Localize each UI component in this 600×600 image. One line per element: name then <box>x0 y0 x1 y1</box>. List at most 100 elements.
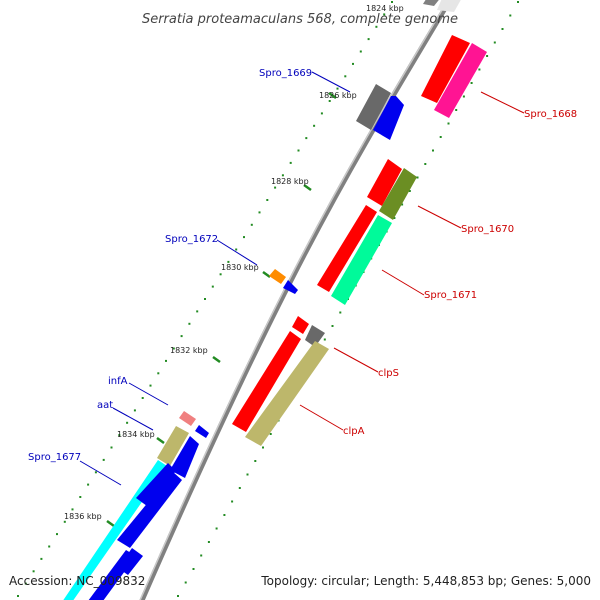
gc-dot <box>336 87 339 90</box>
gene-arrow[interactable] <box>317 205 377 292</box>
gc-dot <box>297 149 300 152</box>
gene-label-clpa[interactable]: clpA <box>343 426 365 437</box>
gc-dot <box>517 1 519 3</box>
gc-dot <box>227 260 230 263</box>
gc-dot <box>118 434 121 437</box>
reverse-strand-features <box>63 0 463 600</box>
gc-dot <box>258 211 261 214</box>
tick-label: 1836 kbp <box>64 512 102 521</box>
gene-arrow[interactable] <box>292 316 309 334</box>
gene-arrow[interactable] <box>245 341 329 446</box>
gc-dot <box>344 75 347 78</box>
gc-dot <box>211 285 214 288</box>
gc-dot <box>447 122 450 125</box>
gc-dot <box>470 82 473 84</box>
gc-dot <box>188 322 191 325</box>
gc-dot <box>180 335 183 338</box>
gc-dot <box>235 248 238 251</box>
gene-arrow[interactable] <box>331 215 392 305</box>
gc-dot <box>313 124 316 127</box>
genome-backbone-highlight <box>139 0 449 600</box>
gc-dot <box>478 68 481 71</box>
gc-dot <box>328 100 331 102</box>
gc-dot <box>323 338 326 341</box>
map-title: Serratia proteamaculans 568, complete ge… <box>142 12 458 27</box>
gc-dot <box>246 473 249 476</box>
gene-arrow[interactable] <box>305 325 325 347</box>
gene-arrow[interactable] <box>170 436 199 478</box>
gene-arrow[interactable] <box>269 269 286 284</box>
gc-dot <box>196 310 199 313</box>
gc-dot <box>207 541 210 543</box>
gc-dot <box>455 109 458 111</box>
gc-dot <box>17 595 19 597</box>
gene-label-spro-1671[interactable]: Spro_1671 <box>424 290 477 301</box>
gc-dot <box>243 236 245 239</box>
gc-dot <box>94 471 97 474</box>
gc-dot <box>266 199 269 201</box>
gc-dot <box>172 347 175 350</box>
gc-dot <box>509 14 512 17</box>
gc-dot <box>200 554 203 557</box>
gene-arrow[interactable] <box>356 84 391 130</box>
tick-label: 1834 kbp <box>117 430 155 439</box>
gc-dot <box>281 174 284 177</box>
gc-dot <box>177 595 179 597</box>
accession-text: Accession: NC_009832 <box>9 574 146 588</box>
gc-dot <box>48 545 51 548</box>
gene-arrow[interactable] <box>136 463 176 506</box>
gc-dot <box>424 163 427 165</box>
gene-arrow[interactable] <box>195 425 209 438</box>
gc-dot <box>289 161 292 164</box>
gc-dot <box>383 13 386 16</box>
gene-label-spro-1669[interactable]: Spro_1669 <box>259 68 312 79</box>
gc-dot <box>331 325 334 327</box>
gc-dot <box>416 176 419 179</box>
gc-dot <box>274 186 277 189</box>
gc-dot <box>157 372 160 375</box>
gene-arrow[interactable] <box>117 472 182 548</box>
gc-dot <box>87 483 90 486</box>
gc-dot <box>501 28 504 30</box>
gene-label-aat[interactable]: aat <box>97 400 113 411</box>
gc-dot <box>320 112 323 115</box>
gene-arrow[interactable] <box>283 280 298 294</box>
gene-arrow[interactable] <box>379 168 417 220</box>
gene-label-spro-1668[interactable]: Spro_1668 <box>524 109 577 120</box>
gene-arrow[interactable] <box>118 548 143 575</box>
tick-label: 1828 kbp <box>271 177 309 186</box>
gene-arrow[interactable] <box>423 0 442 6</box>
gc-dot <box>149 384 152 387</box>
gc-dot <box>71 508 74 511</box>
gc-dot <box>393 217 396 219</box>
gene-arrow[interactable] <box>157 426 189 466</box>
gc-dot <box>305 137 308 140</box>
gc-dot <box>375 25 378 28</box>
gene-arrow[interactable] <box>367 159 402 206</box>
gc-dot <box>102 458 105 461</box>
gc-dot <box>486 55 489 57</box>
gene-label-spro-1670[interactable]: Spro_1670 <box>461 224 514 235</box>
gene-arrow[interactable] <box>232 331 301 432</box>
gc-dot <box>359 50 362 53</box>
gc-dot <box>352 62 354 65</box>
gc-dot <box>367 38 370 41</box>
gc-dot <box>56 533 58 536</box>
tick-label: 1832 kbp <box>170 346 208 355</box>
gene-label-infa[interactable]: infA <box>108 376 128 387</box>
gc-dot <box>408 190 411 192</box>
gene-arrow[interactable] <box>373 96 404 140</box>
gc-dot <box>231 500 234 503</box>
gene-arrow[interactable] <box>179 411 196 426</box>
gc-dot <box>110 446 113 449</box>
gene-label-spro-1672[interactable]: Spro_1672 <box>165 234 218 245</box>
gc-dot <box>269 433 272 435</box>
gene-label-clps[interactable]: clpS <box>378 368 399 379</box>
gc-dot <box>141 397 144 399</box>
gene-arrow[interactable] <box>434 43 487 118</box>
gene-label-spro-1677[interactable]: Spro_1677 <box>28 452 81 463</box>
tick-label: 1826 kbp <box>319 91 357 100</box>
gene-arrow[interactable] <box>421 35 470 103</box>
gc-dot <box>432 149 434 152</box>
gene-arrow[interactable] <box>437 0 463 12</box>
